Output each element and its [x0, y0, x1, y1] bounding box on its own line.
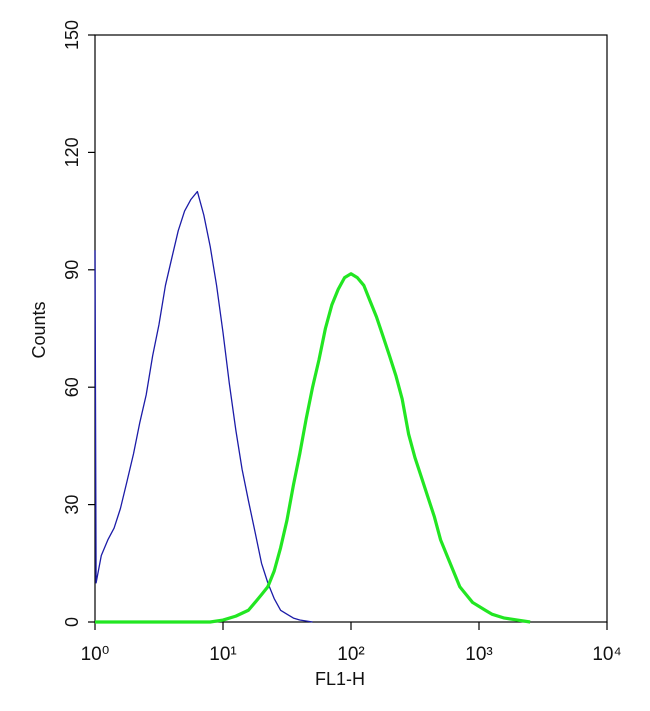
y-tick-label: 60: [62, 377, 82, 397]
y-tick-label: 90: [62, 260, 82, 280]
y-tick-label: 120: [62, 137, 82, 167]
plot-frame: [94, 34, 608, 623]
y-axis-label: Counts: [29, 301, 49, 358]
y-tick-label: 0: [62, 617, 82, 627]
x-tick-label: 10¹: [209, 644, 236, 665]
y-tick-label: 150: [62, 20, 82, 50]
x-tick-label: 10²: [337, 644, 364, 665]
x-tick-label: 10⁰: [81, 644, 110, 665]
x-axis-label: FL1-H: [315, 669, 365, 689]
series-line: [94, 190, 313, 623]
series-line: [95, 272, 531, 624]
x-tick-label: 10³: [465, 644, 492, 665]
y-tick-label: 30: [62, 495, 82, 515]
x-tick-label: 10⁴: [592, 644, 621, 665]
